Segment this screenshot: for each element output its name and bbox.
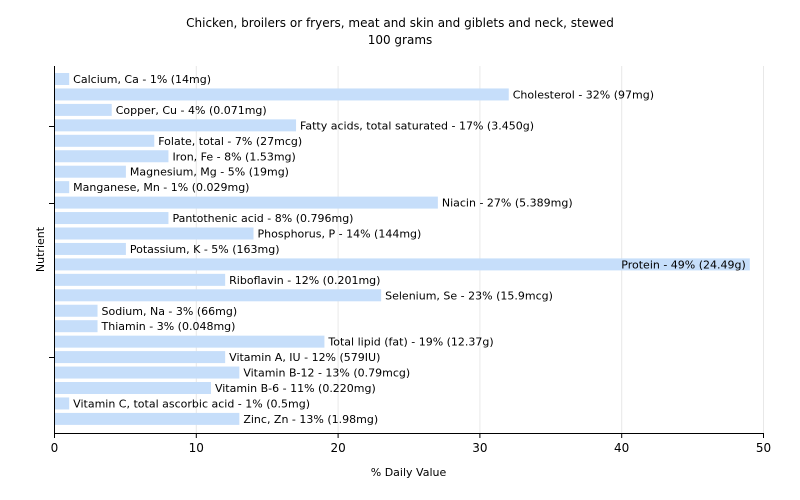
bar <box>55 227 254 240</box>
bar <box>55 273 226 286</box>
bar <box>55 242 126 255</box>
bar <box>55 289 382 302</box>
x-tick-label: 40 <box>614 441 629 455</box>
bar-label: Riboflavin - 12% (0.201mg) <box>229 274 380 287</box>
x-tick-label: 20 <box>330 441 345 455</box>
bar <box>55 351 226 364</box>
bar-label: Vitamin B-6 - 11% (0.220mg) <box>215 382 376 395</box>
bar <box>55 119 297 132</box>
bar <box>55 73 70 85</box>
bar-label: Calcium, Ca - 1% (14mg) <box>73 73 211 86</box>
bar-label: Cholesterol - 32% (97mg) <box>513 88 654 101</box>
x-tick-label: 50 <box>756 441 771 455</box>
bar <box>55 366 240 379</box>
bar <box>55 134 155 147</box>
axes <box>54 66 763 434</box>
bar-label: Fatty acids, total saturated - 17% (3.45… <box>300 119 534 132</box>
bar <box>55 397 70 410</box>
x-tick-label: 10 <box>189 441 204 455</box>
bar <box>55 212 169 225</box>
bar-label: Vitamin A, IU - 12% (579IU) <box>229 351 380 364</box>
bar <box>55 335 325 348</box>
axis-ticks: 0 10 20 30 40 50 <box>49 126 771 455</box>
bar-label: Zinc, Zn - 13% (1.98mg) <box>243 413 378 426</box>
bar <box>55 258 750 271</box>
bar-label: Magnesium, Mg - 5% (19mg) <box>130 166 289 179</box>
bar-label: Selenium, Se - 23% (15.9mcg) <box>385 289 553 302</box>
bar <box>55 103 112 116</box>
bar <box>55 320 98 333</box>
bar-label: Pantothenic acid - 8% (0.796mg) <box>172 212 353 225</box>
bar-label: Protein - 49% (24.49g) <box>621 258 746 271</box>
chart-title: Chicken, broilers or fryers, meat and sk… <box>186 16 614 30</box>
bar <box>55 382 211 394</box>
chart-subtitle: 100 grams <box>368 33 433 47</box>
bar-label: Potassium, K - 5% (163mg) <box>130 243 280 256</box>
bar-label: Vitamin C, total ascorbic acid - 1% (0.5… <box>73 397 310 410</box>
bar <box>55 165 126 178</box>
bar <box>55 196 438 209</box>
bar <box>55 181 70 194</box>
bar <box>55 88 509 101</box>
bar-label: Niacin - 27% (5.389mg) <box>442 197 573 210</box>
bar-label: Vitamin B-12 - 13% (0.79mcg) <box>243 367 410 380</box>
bar-label: Thiamin - 3% (0.048mg) <box>101 320 236 333</box>
bar <box>55 412 240 425</box>
y-axis-title: Nutrient <box>34 226 47 272</box>
x-axis-title: % Daily Value <box>371 466 447 479</box>
x-tick-label: 30 <box>472 441 487 455</box>
bar <box>55 150 169 163</box>
bar-label: Manganese, Mn - 1% (0.029mg) <box>73 181 249 194</box>
bar-label: Sodium, Na - 3% (66mg) <box>102 305 238 318</box>
bar-label: Phosphorus, P - 14% (144mg) <box>258 228 422 241</box>
x-tick-label: 0 <box>51 441 59 455</box>
bar-label: Iron, Fe - 8% (1.53mg) <box>172 150 295 163</box>
bar-label: Copper, Cu - 4% (0.071mg) <box>116 104 267 117</box>
bar-label: Folate, total - 7% (27mcg) <box>158 135 302 148</box>
bar <box>55 304 98 317</box>
bar-label: Total lipid (fat) - 19% (12.37g) <box>327 336 493 349</box>
bars: Calcium, Ca - 1% (14mg) Cholesterol - 32%… <box>55 73 750 426</box>
